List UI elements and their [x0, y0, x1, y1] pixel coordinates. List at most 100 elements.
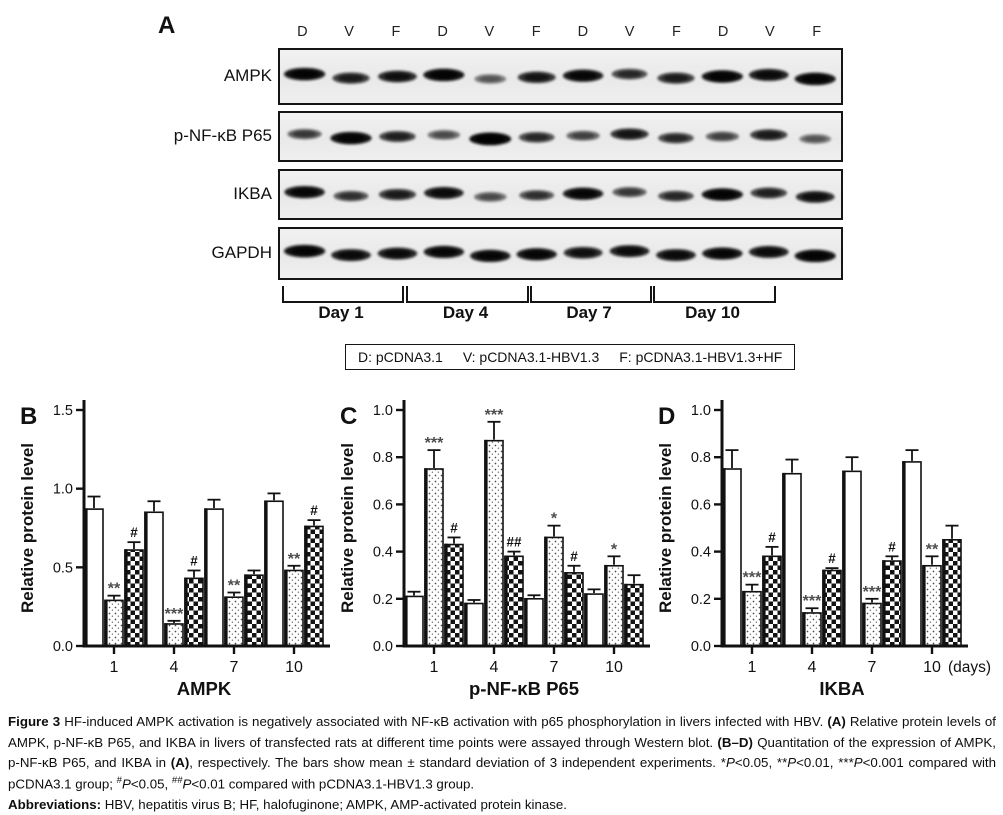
bar-left-edge — [584, 593, 588, 646]
y-tick-label: 1.0 — [53, 482, 73, 498]
blot-band-core — [338, 74, 364, 82]
bar — [104, 599, 124, 647]
lane-label: V — [344, 24, 354, 40]
blot-band-core — [801, 193, 829, 201]
y-tick-label: 1.0 — [373, 403, 393, 419]
blot-band-core — [663, 134, 689, 142]
y-tick-label: 0.2 — [691, 592, 711, 608]
day-bracket — [653, 286, 776, 303]
blot-strip — [278, 111, 843, 162]
day-group-label: Day 4 — [442, 303, 489, 322]
x-tick-label: 7 — [868, 659, 877, 676]
bar-left-edge — [284, 569, 288, 646]
significance-label: *** — [425, 435, 444, 452]
caption-segment: <0.05, ** — [734, 755, 788, 771]
blot-band-core — [569, 190, 597, 198]
y-tick-label: 0.4 — [373, 545, 393, 561]
blot-band-core — [571, 132, 595, 139]
y-tick-label: 1.5 — [53, 403, 73, 419]
significance-label: *** — [165, 606, 184, 623]
blot-band-core — [756, 131, 782, 139]
bar-left-edge — [84, 508, 88, 646]
blot-band-core — [569, 249, 597, 257]
bar — [782, 472, 802, 647]
x-tick-label: 1 — [430, 659, 439, 676]
bar-left-edge — [902, 461, 906, 646]
bar — [504, 555, 524, 647]
blot-band-core — [385, 133, 410, 140]
blot-band-core — [432, 131, 455, 138]
blot-band-core — [479, 193, 502, 200]
legend-item: V: pCDNA3.1-HBV1.3 — [462, 349, 600, 365]
figure-caption: Figure 3 HF-induced AMPK activation is n… — [8, 712, 996, 815]
y-tick-label: 0.0 — [53, 639, 73, 655]
x-axis-title: p-NF-κB P65 — [469, 678, 579, 699]
bar — [404, 595, 424, 647]
bar-left-edge — [762, 555, 766, 646]
significance-label: # — [190, 553, 198, 568]
blot-band-core — [708, 190, 737, 199]
caption-segment: ## — [171, 774, 183, 786]
legend-item: F: pCDNA3.1-HBV1.3+HF — [619, 349, 783, 365]
bar — [144, 511, 164, 647]
caption-segment: HF-induced AMPK activation is negatively… — [60, 714, 828, 729]
bar-left-edge — [184, 577, 188, 646]
panel-letter: D — [658, 403, 675, 430]
blot-band-core — [479, 76, 502, 82]
bar-left-edge — [144, 511, 148, 646]
x-tick-label: 4 — [170, 659, 179, 676]
bar-chart-panel-D: D 0.0 0.2 0.4 0.6 0.8 1.0 *** #1 *** #4 *** #7 ** 10 (d… — [656, 400, 991, 699]
x-axis-unit: (days) — [948, 659, 991, 676]
blot-band-core — [290, 188, 319, 196]
bar-left-edge — [304, 525, 308, 646]
bar — [842, 470, 862, 647]
x-axis-title: IKBA — [819, 678, 864, 699]
x-axis-title: AMPK — [177, 678, 232, 699]
significance-label: *** — [743, 570, 762, 587]
bar — [722, 468, 742, 647]
blot-band-core — [384, 72, 411, 81]
blot-band-core — [429, 71, 458, 79]
caption-segment: <0.01, *** — [796, 755, 854, 771]
blot-band-core — [337, 251, 365, 259]
bar — [184, 577, 204, 647]
bar — [564, 572, 584, 647]
bar-left-edge — [124, 549, 128, 646]
lane-label: F — [812, 24, 822, 40]
blot-band-core — [801, 75, 830, 83]
bar-left-edge — [624, 583, 628, 646]
bar — [584, 593, 604, 647]
blot-band-core — [524, 134, 549, 141]
bar-left-edge — [842, 470, 846, 646]
blot-strip — [278, 169, 843, 220]
bar — [464, 602, 484, 647]
blot-band-core — [476, 252, 505, 260]
blot-band-core — [337, 134, 366, 142]
blot-band-core — [804, 136, 826, 142]
bar — [164, 623, 184, 647]
bar — [484, 439, 504, 647]
x-tick-label: 1 — [110, 659, 119, 676]
significance-label: # — [828, 551, 836, 566]
y-axis-title: Relative protein level — [338, 443, 357, 613]
caption-segment: (B–D) — [717, 734, 753, 750]
day-group-label: Day 10 — [685, 303, 740, 322]
bar-left-edge — [504, 555, 508, 646]
bar-left-edge — [484, 439, 488, 646]
significance-label: *** — [863, 584, 882, 601]
blot-band-core — [616, 130, 643, 138]
panel-letter: B — [20, 403, 37, 430]
x-tick-label: 10 — [285, 659, 303, 676]
blot-band-core — [384, 191, 411, 198]
bar-left-edge — [564, 572, 568, 646]
significance-label: * — [611, 541, 618, 558]
blot-row-label: GAPDH — [211, 242, 272, 262]
blot-band-core — [339, 192, 363, 200]
bar-left-edge — [444, 543, 448, 646]
bar — [624, 583, 644, 647]
blot-band-core — [616, 247, 643, 255]
day-bracket — [282, 286, 404, 303]
panel-a-letter: A — [158, 12, 176, 39]
y-tick-label: 0.4 — [691, 545, 711, 561]
